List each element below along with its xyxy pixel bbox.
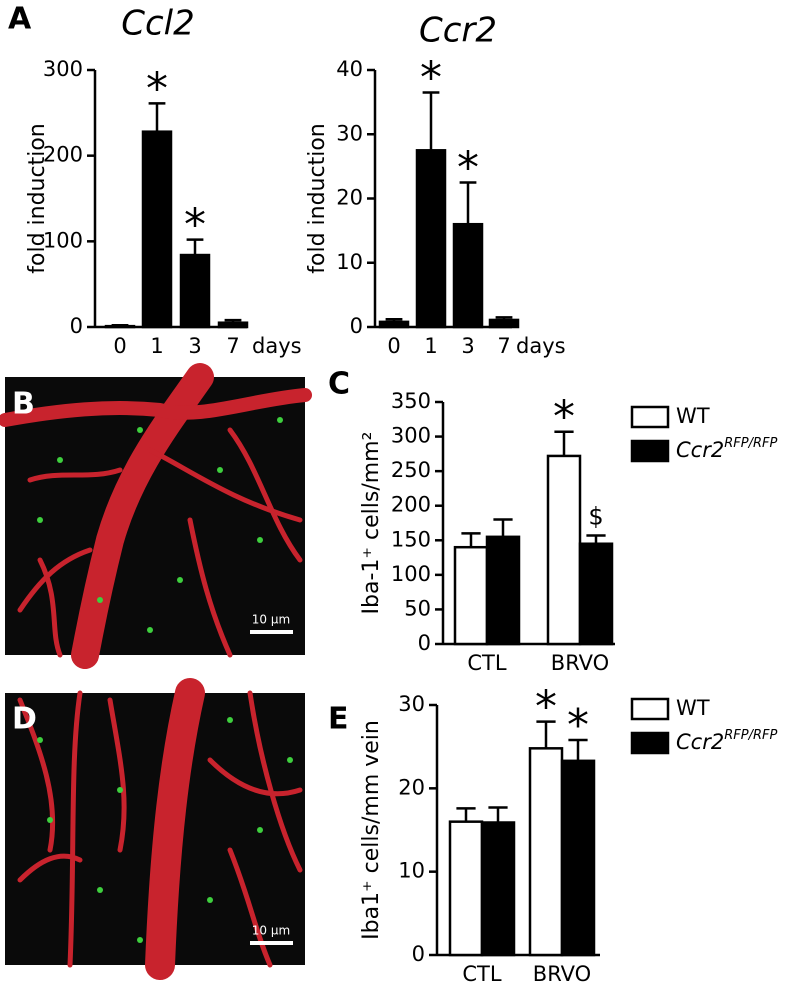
bar — [217, 321, 249, 329]
legend-superscript: RFP/RFP — [724, 436, 777, 451]
legend-swatch — [630, 731, 670, 755]
legend-name: WT — [676, 404, 710, 428]
chart-title: Ccr2 — [419, 11, 497, 51]
vessels — [17, 678, 303, 980]
x-tick-label: BRVO — [533, 962, 591, 986]
y-tick-label: 40 — [336, 57, 363, 81]
legend-swatch — [630, 439, 670, 463]
x-tick-label: BRVO — [551, 651, 609, 675]
x-tick-label: 3 — [461, 334, 474, 358]
y-axis-label: Iba-1⁺ cells/mm² — [359, 432, 384, 615]
panel-label: B — [12, 387, 35, 422]
x-tick-label: 1 — [424, 334, 437, 358]
x-axis-label: days — [516, 334, 566, 358]
y-tick-label: 0 — [418, 631, 431, 655]
y-tick-label: 20 — [336, 186, 363, 210]
micrograph: D 10 µm — [5, 678, 305, 980]
bar — [179, 253, 211, 329]
legend-label: Ccr2RFP/RFP — [676, 436, 777, 463]
significance-marker: * — [457, 142, 479, 193]
y-tick-label: 250 — [391, 458, 431, 482]
bar — [452, 222, 484, 329]
y-tick-label: 30 — [398, 692, 425, 716]
y-tick-label: 10 — [398, 859, 425, 883]
bar — [448, 820, 484, 957]
panel-label: A — [8, 2, 32, 37]
microglia — [37, 417, 283, 633]
y-tick-label: 150 — [391, 527, 431, 551]
legend-superscript: RFP/RFP — [724, 728, 777, 743]
legend-label: Ccr2RFP/RFP — [676, 728, 777, 755]
significance-marker: * — [567, 700, 589, 751]
x-tick-label: 1 — [150, 334, 163, 358]
bar — [415, 149, 447, 329]
y-tick-label: 300 — [391, 424, 431, 448]
significance-marker: * — [535, 682, 557, 733]
x-tick-label: 3 — [188, 334, 201, 358]
vessels — [0, 363, 312, 669]
y-tick-label: 200 — [43, 143, 83, 167]
significance-marker: * — [420, 52, 442, 103]
panel-label: E — [328, 702, 349, 737]
x-tick-label: 0 — [387, 334, 400, 358]
significance-marker: $ — [588, 502, 603, 530]
bar — [560, 759, 596, 957]
legend-name: Ccr2 — [676, 730, 724, 754]
y-tick-label: 100 — [43, 228, 83, 252]
chart-title: Ccl2 — [121, 4, 195, 44]
y-tick-label: 350 — [391, 389, 431, 413]
bar — [141, 130, 173, 329]
legend-name: Ccr2 — [676, 438, 724, 462]
y-tick-label: 200 — [391, 493, 431, 517]
bar — [485, 535, 521, 646]
scale-bar-label: 10 µm — [252, 924, 290, 938]
bar — [488, 318, 520, 329]
bar — [480, 821, 516, 957]
x-tick-label: 0 — [113, 334, 126, 358]
y-tick-label: 300 — [43, 57, 83, 81]
scale-bar-label: 10 µm — [252, 613, 290, 627]
y-tick-label: 100 — [391, 562, 431, 586]
bar — [378, 320, 410, 329]
significance-marker: * — [184, 200, 206, 251]
bar — [546, 454, 582, 646]
y-tick-label: 50 — [404, 596, 431, 620]
microglia — [37, 717, 293, 943]
panel-label: C — [328, 367, 350, 402]
x-axis-label: days — [252, 334, 302, 358]
bar — [528, 747, 564, 957]
y-axis-label: fold induction — [305, 123, 330, 273]
y-tick-label: 0 — [350, 314, 363, 338]
x-tick-label: CTL — [462, 962, 501, 986]
micrograph: B 10 µm — [0, 363, 312, 669]
panel-label: D — [12, 702, 37, 737]
significance-marker: * — [146, 63, 168, 114]
y-tick-label: 20 — [398, 775, 425, 799]
y-tick-label: 10 — [336, 250, 363, 274]
y-axis-label: fold induction — [25, 123, 50, 273]
legend-swatch — [630, 405, 670, 429]
legend-label: WT — [676, 404, 710, 428]
y-tick-label: 30 — [336, 121, 363, 145]
x-tick-label: CTL — [467, 651, 506, 675]
y-axis-label: Iba1⁺ cells/mm vein — [359, 720, 384, 940]
legend-swatch — [630, 697, 670, 721]
y-tick-label: 0 — [70, 314, 83, 338]
y-tick-label: 0 — [412, 942, 425, 966]
x-tick-label: 7 — [497, 334, 510, 358]
significance-marker: * — [553, 392, 575, 443]
x-tick-label: 7 — [226, 334, 239, 358]
bar — [578, 542, 614, 646]
legend-name: WT — [676, 696, 710, 720]
bar — [453, 545, 489, 646]
legend-label: WT — [676, 696, 710, 720]
